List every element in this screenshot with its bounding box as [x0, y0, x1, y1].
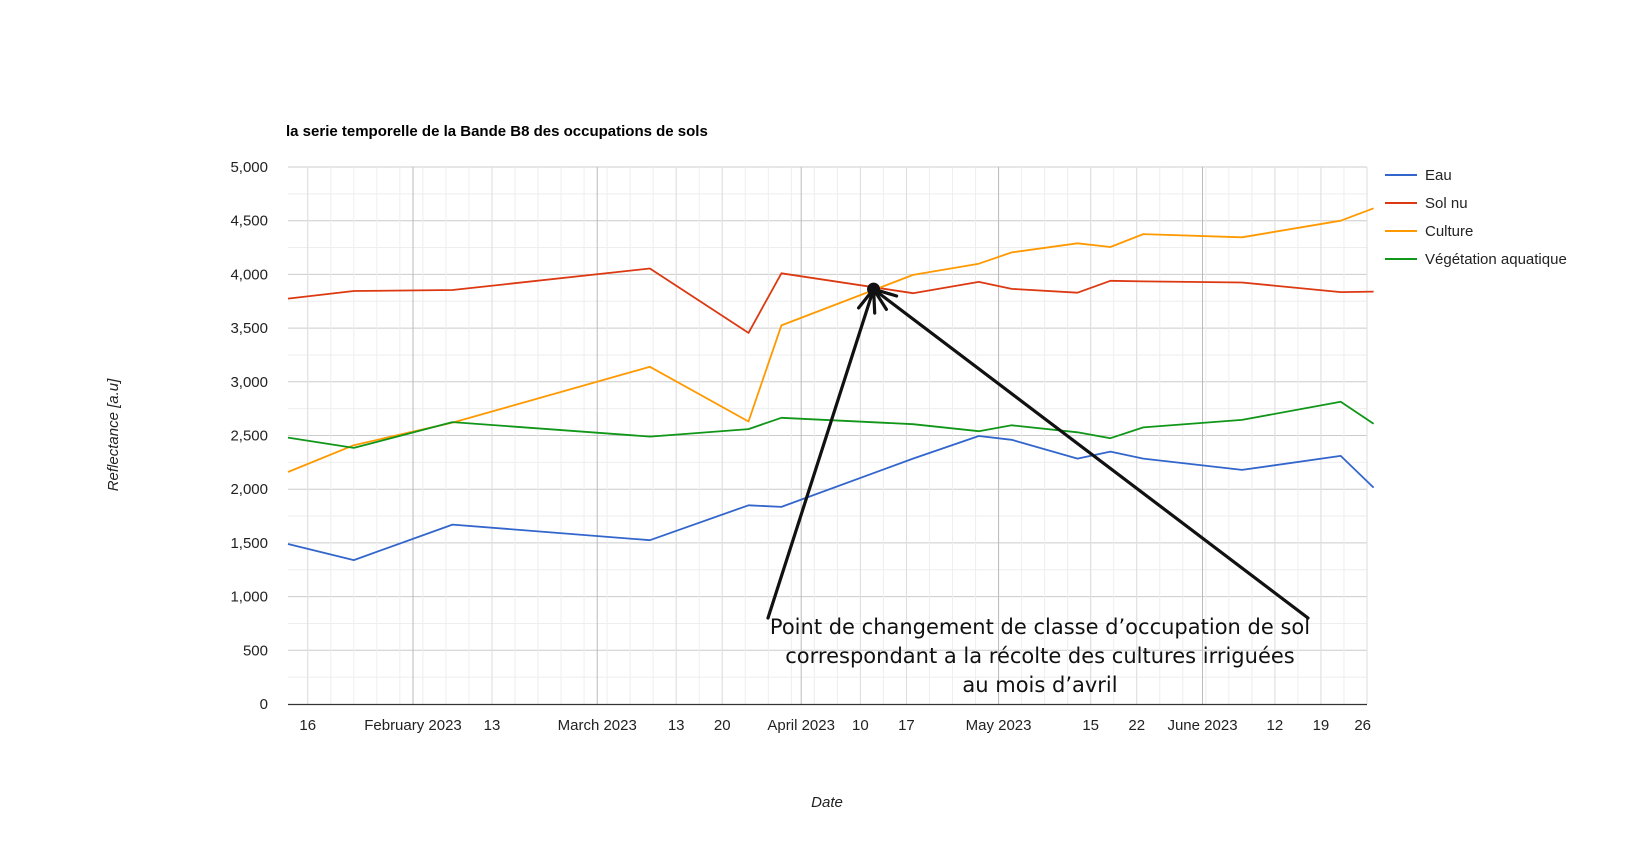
legend-label: Sol nu: [1425, 195, 1468, 212]
series-line: [287, 207, 1374, 473]
x-tick-label: 15: [1082, 717, 1099, 734]
y-tick-label: 500: [243, 642, 268, 659]
gridlines: [288, 166, 1368, 704]
legend: Eau Sol nu Culture Végétation aquatique: [1385, 167, 1567, 268]
series-line: [287, 400, 1375, 449]
x-tick-label: 16: [299, 717, 316, 734]
x-tick-label: March 2023: [558, 717, 637, 734]
y-tick-label: 4,500: [230, 213, 268, 230]
y-tick-label: 2,000: [230, 481, 268, 498]
x-axis-ticks: 16 February 2023 13 March 2023 13 20 April 202…: [299, 717, 1371, 734]
x-tick-label: 26: [1354, 717, 1371, 734]
y-axis-label: Reflectance [a.u]: [105, 378, 122, 491]
annotation-arrow: [766, 287, 876, 620]
x-tick-label: 10: [852, 717, 869, 734]
y-tick-label: 1,500: [230, 535, 268, 552]
y-tick-label: 0: [260, 696, 268, 713]
annotation-text-line: Point de changement de classe d’occupati…: [770, 615, 1310, 639]
y-tick-label: 2,500: [230, 428, 268, 445]
series-lines: [287, 207, 1375, 561]
x-tick-label: June 2023: [1167, 717, 1237, 734]
x-tick-label: 13: [668, 717, 685, 734]
chart-title: la serie temporelle de la Bande B8 des o…: [286, 123, 708, 140]
series-line: [287, 435, 1375, 561]
y-tick-label: 1,000: [230, 589, 268, 606]
y-tick-label: 5,000: [230, 159, 268, 176]
annotation-text-line: au mois d’avril: [962, 673, 1117, 697]
x-tick-label: 17: [898, 717, 915, 734]
legend-label: Végétation aquatique: [1425, 251, 1567, 268]
y-tick-label: 3,500: [230, 320, 268, 337]
x-tick-label: May 2023: [966, 717, 1032, 734]
legend-label: Eau: [1425, 167, 1452, 184]
x-axis-label: Date: [811, 794, 843, 811]
series-line: [287, 267, 1374, 334]
x-tick-label: 22: [1128, 717, 1145, 734]
annotation-arrow: [871, 287, 1310, 620]
x-tick-label: April 2023: [767, 717, 835, 734]
annotation-text-line: correspondant a la récolte des cultures …: [785, 644, 1294, 668]
x-tick-label: February 2023: [364, 717, 462, 734]
x-tick-label: 20: [714, 717, 731, 734]
x-tick-label: 13: [484, 717, 501, 734]
y-tick-label: 4,000: [230, 266, 268, 283]
annotation-arrow-head: [871, 287, 899, 311]
x-tick-label: 12: [1267, 717, 1284, 734]
annotation: Point de changement de classe d’occupati…: [766, 282, 1310, 697]
y-tick-label: 3,000: [230, 374, 268, 391]
legend-label: Culture: [1425, 223, 1473, 240]
y-axis-ticks: 0 500 1,000 1,500 2,000 2,500 3,000 3,500 4,000 4…: [230, 159, 268, 713]
x-tick-label: 19: [1313, 717, 1330, 734]
